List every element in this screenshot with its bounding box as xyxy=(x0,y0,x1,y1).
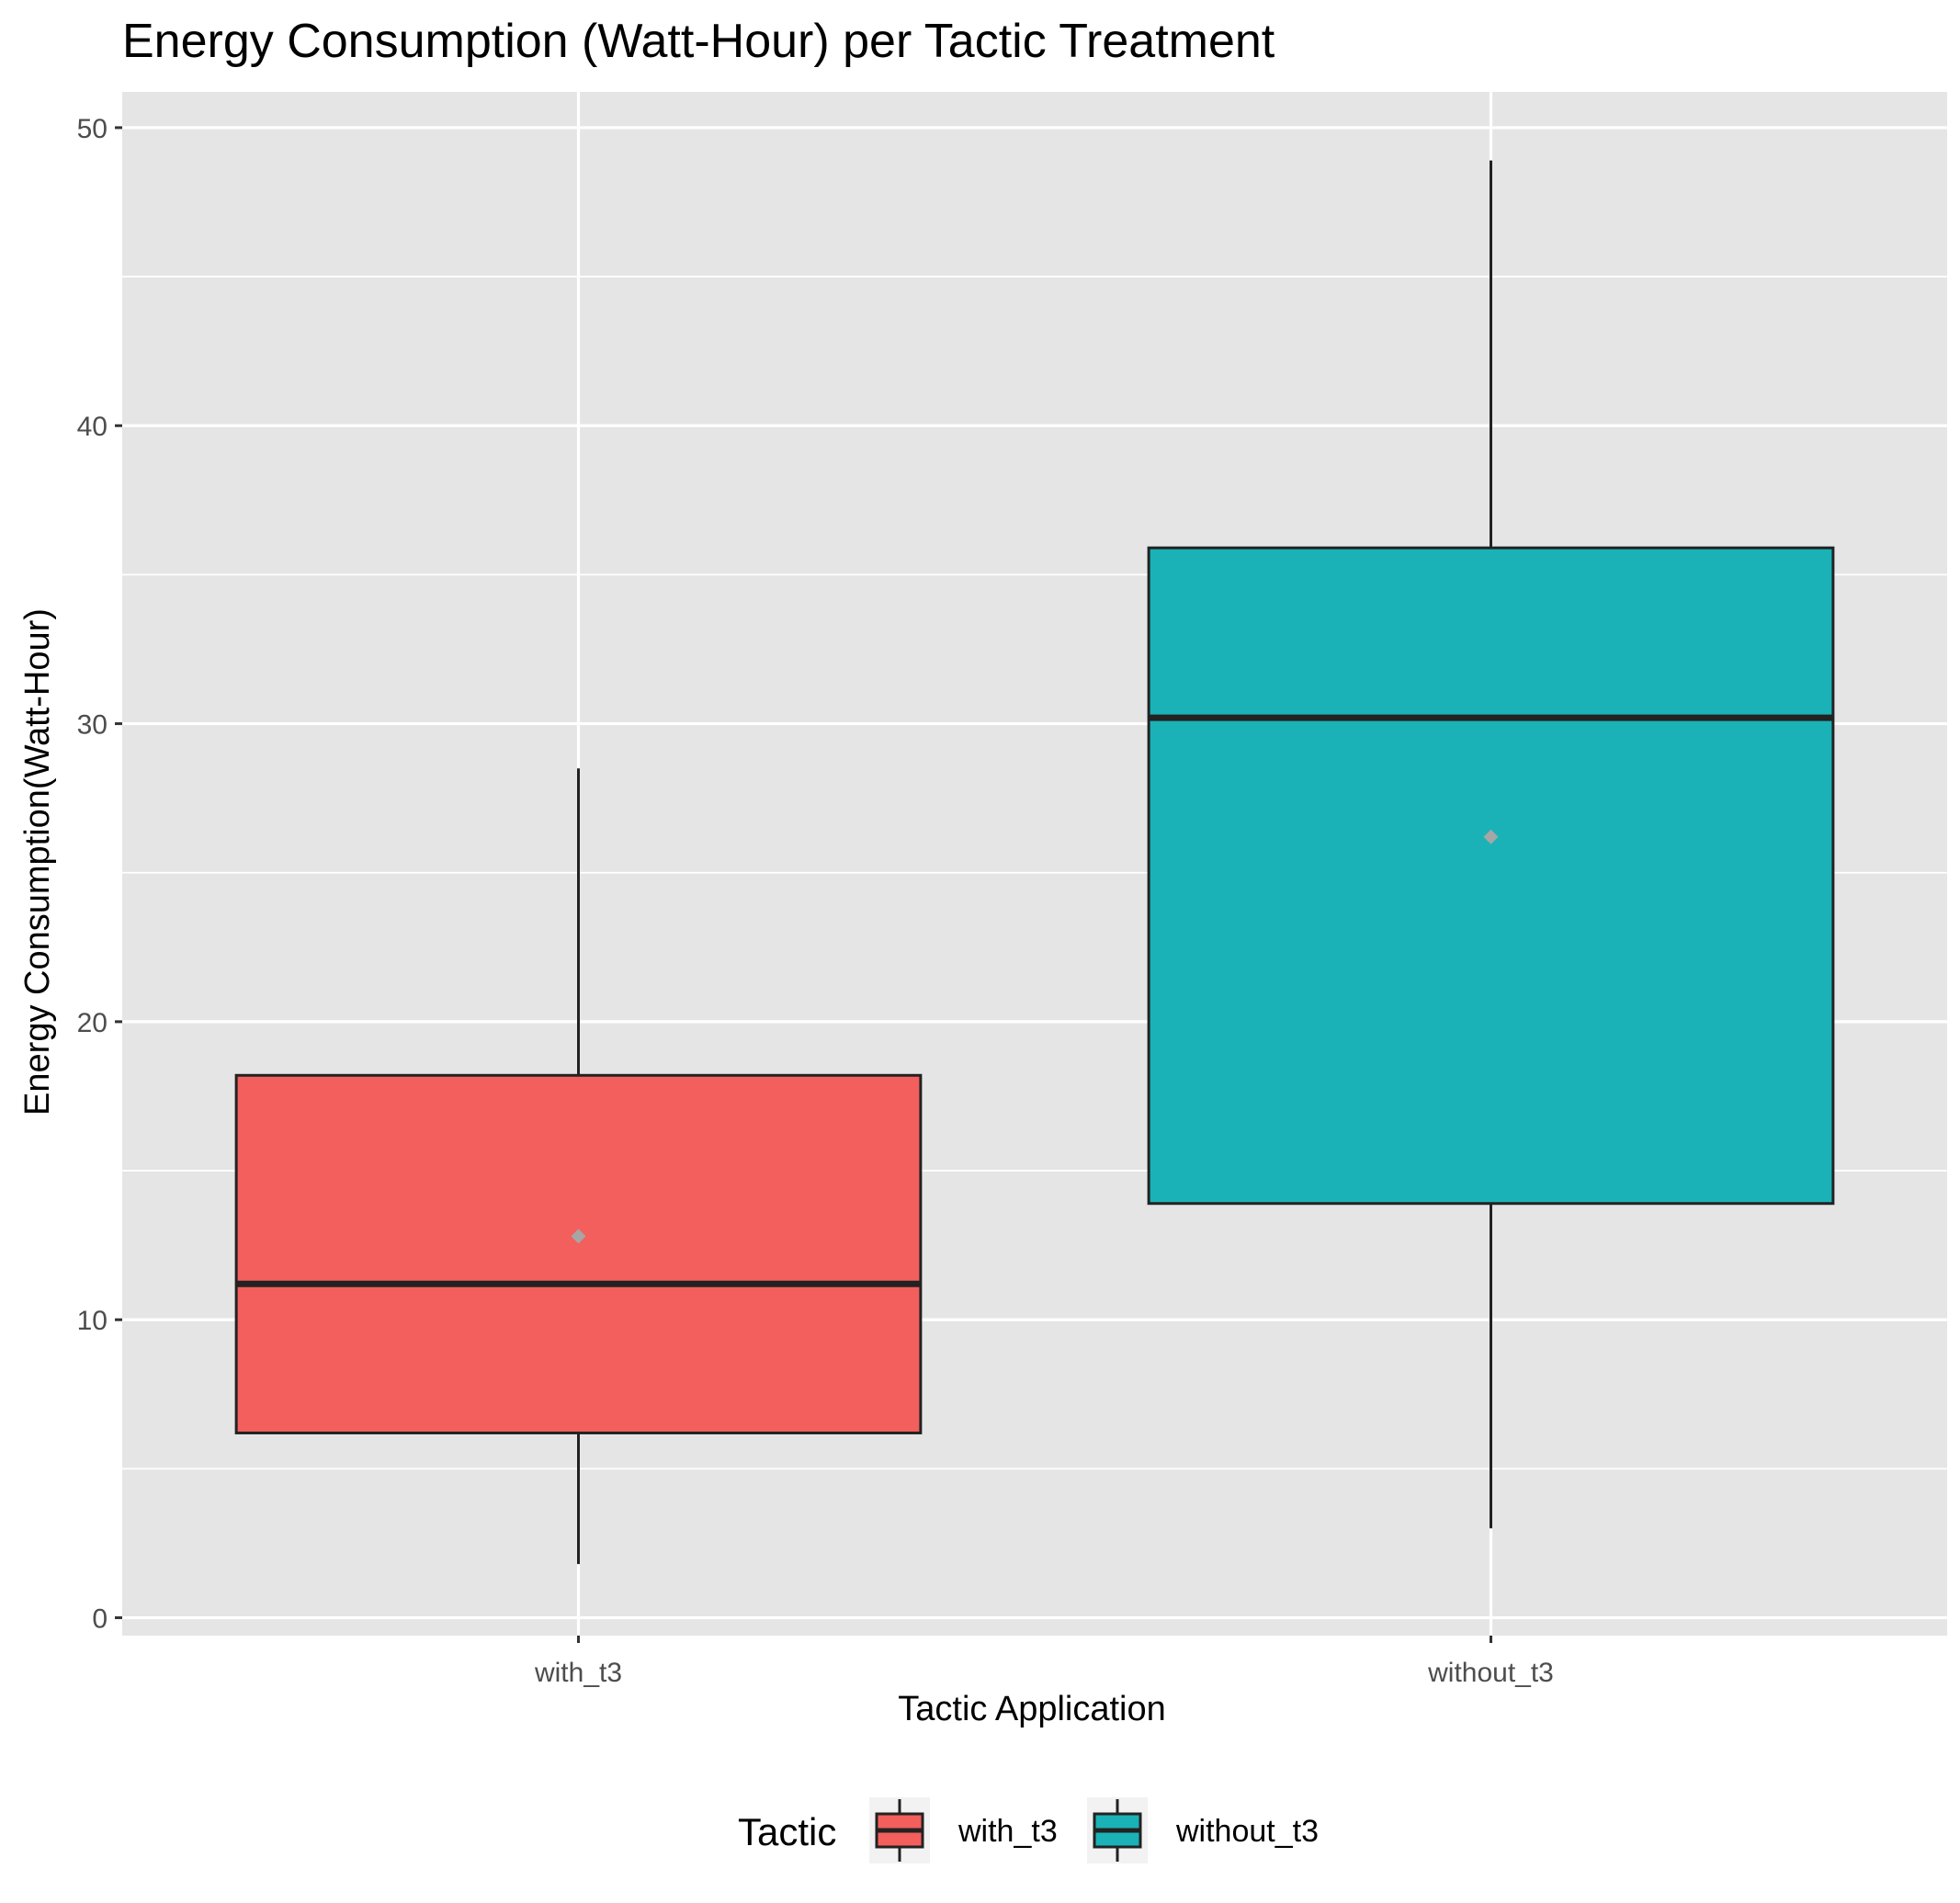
x-axis: with_t3 without_t3 xyxy=(534,1636,1554,1688)
chart-title: Energy Consumption (Watt-Hour) per Tacti… xyxy=(122,15,1275,68)
y-tick-label: 50 xyxy=(77,114,108,144)
y-tick-label: 30 xyxy=(77,710,108,741)
y-axis: 0 10 20 30 40 50 xyxy=(77,114,122,1635)
box-layer xyxy=(234,160,1835,1565)
legend-title: Tactic xyxy=(738,1810,836,1853)
y-axis-label: Energy Consumption(Watt-Hour) xyxy=(18,608,57,1116)
box-with_t3 xyxy=(234,768,923,1565)
box-body xyxy=(234,1073,923,1434)
y-tick-label: 20 xyxy=(77,1008,108,1038)
y-tick-label: 10 xyxy=(77,1306,108,1336)
box-body xyxy=(1147,546,1835,1206)
box-without_t3 xyxy=(1147,160,1835,1529)
y-tick-label: 40 xyxy=(77,412,108,442)
x-axis-label: Tactic Application xyxy=(898,1690,1166,1728)
mean-marker xyxy=(571,1229,586,1244)
x-tick-label: without_t3 xyxy=(1427,1658,1554,1688)
mean-marker xyxy=(1483,829,1499,844)
legend: Tactic with_t3 without_t3 xyxy=(738,1797,1319,1863)
legend-key-with_t3 xyxy=(869,1797,930,1863)
x-tick-label: with_t3 xyxy=(534,1658,622,1688)
legend-label: without_t3 xyxy=(1175,1814,1319,1849)
y-tick-label: 0 xyxy=(92,1604,108,1635)
legend-key-without_t3 xyxy=(1087,1797,1148,1863)
legend-label: with_t3 xyxy=(957,1814,1058,1849)
